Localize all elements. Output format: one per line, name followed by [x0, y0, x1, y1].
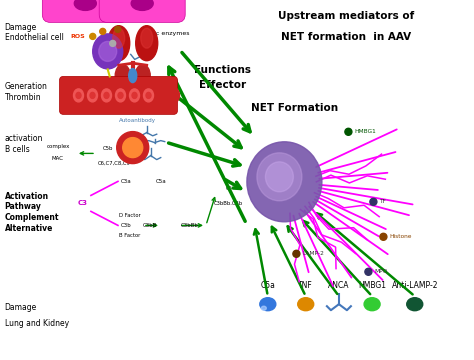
- Ellipse shape: [115, 26, 121, 32]
- Ellipse shape: [123, 138, 143, 158]
- FancyBboxPatch shape: [60, 76, 177, 114]
- Text: Thrombin: Thrombin: [5, 93, 41, 102]
- Ellipse shape: [364, 298, 380, 311]
- Ellipse shape: [101, 89, 111, 102]
- Text: Generation: Generation: [5, 82, 47, 91]
- Text: Upstream mediators of: Upstream mediators of: [278, 11, 414, 21]
- Ellipse shape: [129, 89, 139, 102]
- Ellipse shape: [380, 233, 387, 240]
- Ellipse shape: [131, 0, 153, 10]
- Ellipse shape: [116, 89, 126, 102]
- Text: C6,C7,C8,C9: C6,C7,C8,C9: [98, 161, 131, 166]
- Text: Activation: Activation: [5, 192, 49, 201]
- Ellipse shape: [167, 88, 180, 103]
- Ellipse shape: [129, 69, 137, 82]
- Text: Endothelial cell: Endothelial cell: [5, 33, 64, 42]
- Text: Lytic enzymes: Lytic enzymes: [145, 31, 189, 36]
- Text: C3bBb.C3b: C3bBb.C3b: [214, 201, 243, 206]
- Ellipse shape: [90, 33, 96, 39]
- Text: TF: TF: [379, 199, 386, 204]
- FancyBboxPatch shape: [99, 0, 185, 22]
- Text: Anti-LAMP-2: Anti-LAMP-2: [392, 281, 438, 290]
- Ellipse shape: [90, 93, 95, 98]
- Ellipse shape: [108, 26, 130, 61]
- Text: MAC: MAC: [52, 156, 64, 161]
- Text: C5a: C5a: [156, 179, 167, 184]
- Ellipse shape: [247, 142, 322, 222]
- FancyBboxPatch shape: [42, 0, 128, 22]
- Text: C5: C5: [226, 186, 233, 191]
- Ellipse shape: [136, 26, 158, 61]
- Ellipse shape: [99, 41, 117, 62]
- Ellipse shape: [73, 89, 83, 102]
- Text: MPO: MPO: [374, 269, 388, 274]
- Text: HMBG1: HMBG1: [355, 129, 376, 134]
- Ellipse shape: [370, 198, 377, 205]
- Ellipse shape: [135, 64, 150, 87]
- Ellipse shape: [132, 93, 137, 98]
- Text: Pathway: Pathway: [5, 202, 42, 211]
- Text: B Factor: B Factor: [119, 233, 140, 238]
- Text: TNF: TNF: [298, 281, 313, 290]
- Ellipse shape: [261, 306, 266, 310]
- Text: C3b: C3b: [121, 223, 132, 228]
- Text: C3a: C3a: [121, 179, 132, 184]
- Ellipse shape: [365, 268, 372, 275]
- Text: HMBG1: HMBG1: [358, 281, 386, 290]
- Text: Alternative: Alternative: [5, 224, 53, 233]
- Ellipse shape: [113, 28, 125, 48]
- Ellipse shape: [146, 93, 151, 98]
- Text: Complement: Complement: [5, 213, 59, 222]
- Ellipse shape: [141, 28, 153, 48]
- Text: Autoantibody: Autoantibody: [119, 118, 156, 123]
- Text: Histone: Histone: [390, 234, 412, 239]
- Ellipse shape: [76, 93, 81, 98]
- Text: C3: C3: [78, 201, 88, 206]
- Text: activation: activation: [5, 134, 43, 143]
- Ellipse shape: [260, 298, 276, 311]
- Text: ROS: ROS: [70, 34, 85, 39]
- Ellipse shape: [93, 34, 123, 69]
- Ellipse shape: [118, 93, 123, 98]
- Text: NET Formation: NET Formation: [251, 103, 338, 113]
- Ellipse shape: [115, 64, 130, 87]
- Text: LAMP-2: LAMP-2: [302, 251, 324, 256]
- Ellipse shape: [74, 0, 96, 10]
- Ellipse shape: [293, 250, 300, 257]
- Ellipse shape: [345, 128, 352, 135]
- Ellipse shape: [144, 89, 154, 102]
- Text: C3bBb: C3bBb: [181, 223, 199, 228]
- Ellipse shape: [407, 298, 423, 311]
- Ellipse shape: [265, 162, 293, 192]
- Text: Functions: Functions: [194, 65, 251, 75]
- Text: Damage: Damage: [5, 22, 37, 31]
- Text: ANCA: ANCA: [328, 281, 350, 290]
- Ellipse shape: [100, 28, 106, 35]
- Text: C5b: C5b: [103, 146, 113, 151]
- Text: C3bB: C3bB: [143, 223, 157, 228]
- Ellipse shape: [298, 298, 314, 311]
- Ellipse shape: [104, 93, 109, 98]
- Ellipse shape: [88, 89, 98, 102]
- Text: C5a: C5a: [260, 281, 275, 290]
- Text: Damage: Damage: [5, 303, 37, 312]
- Text: D Factor: D Factor: [119, 213, 141, 218]
- Text: complex: complex: [46, 144, 70, 149]
- Ellipse shape: [257, 153, 302, 201]
- Text: NET formation  in AAV: NET formation in AAV: [281, 32, 411, 42]
- Text: B cells: B cells: [5, 145, 29, 154]
- Text: Effector: Effector: [199, 80, 246, 90]
- Ellipse shape: [117, 132, 149, 163]
- Text: Lung and Kidney: Lung and Kidney: [5, 320, 69, 328]
- Ellipse shape: [109, 40, 116, 46]
